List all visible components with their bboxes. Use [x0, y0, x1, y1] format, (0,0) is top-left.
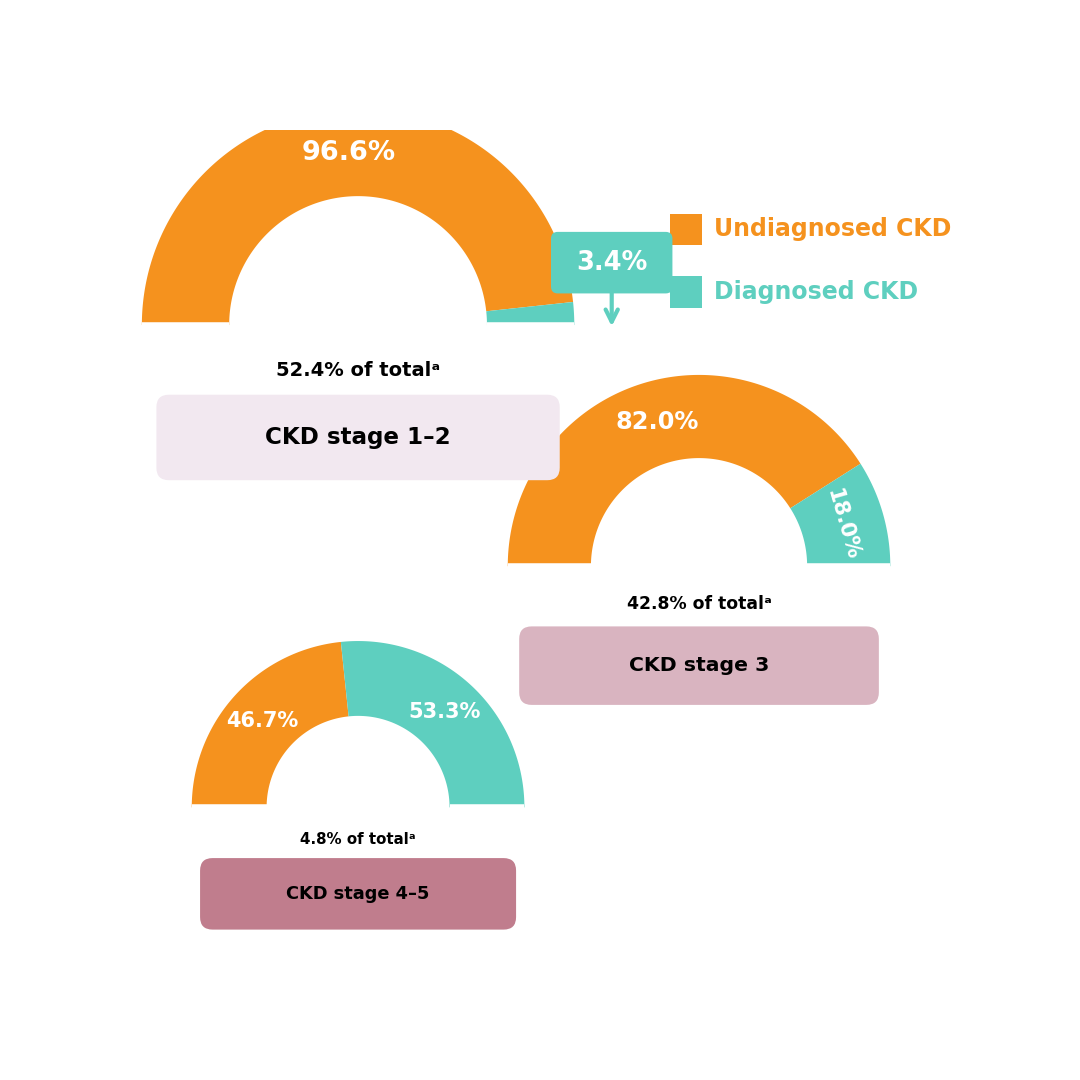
Text: Undiagnosed CKD: Undiagnosed CKD [714, 217, 951, 242]
Text: CKD stage 1–2: CKD stage 1–2 [266, 426, 450, 449]
Text: 46.7%: 46.7% [226, 711, 298, 731]
FancyBboxPatch shape [157, 394, 559, 481]
Text: 42.8% of totalᵃ: 42.8% of totalᵃ [626, 595, 771, 613]
Polygon shape [192, 642, 349, 808]
Polygon shape [341, 642, 525, 808]
FancyBboxPatch shape [551, 232, 673, 294]
Text: CKD stage 3: CKD stage 3 [629, 657, 769, 675]
Text: 52.4% of totalᵃ: 52.4% of totalᵃ [276, 361, 441, 380]
FancyBboxPatch shape [200, 859, 516, 930]
Text: 3.4%: 3.4% [576, 249, 647, 275]
Text: 18.0%: 18.0% [823, 486, 863, 563]
Text: 82.0%: 82.0% [616, 410, 699, 434]
FancyBboxPatch shape [670, 214, 702, 245]
Polygon shape [508, 375, 861, 566]
Text: 53.3%: 53.3% [408, 702, 481, 721]
Polygon shape [791, 463, 890, 566]
Polygon shape [486, 302, 575, 325]
Text: 4.8% of totalᵃ: 4.8% of totalᵃ [300, 832, 416, 847]
FancyBboxPatch shape [519, 626, 879, 705]
Text: 96.6%: 96.6% [301, 139, 396, 165]
FancyBboxPatch shape [670, 276, 702, 308]
Text: Diagnosed CKD: Diagnosed CKD [714, 280, 918, 303]
Polygon shape [141, 109, 573, 325]
Text: CKD stage 4–5: CKD stage 4–5 [286, 885, 430, 903]
